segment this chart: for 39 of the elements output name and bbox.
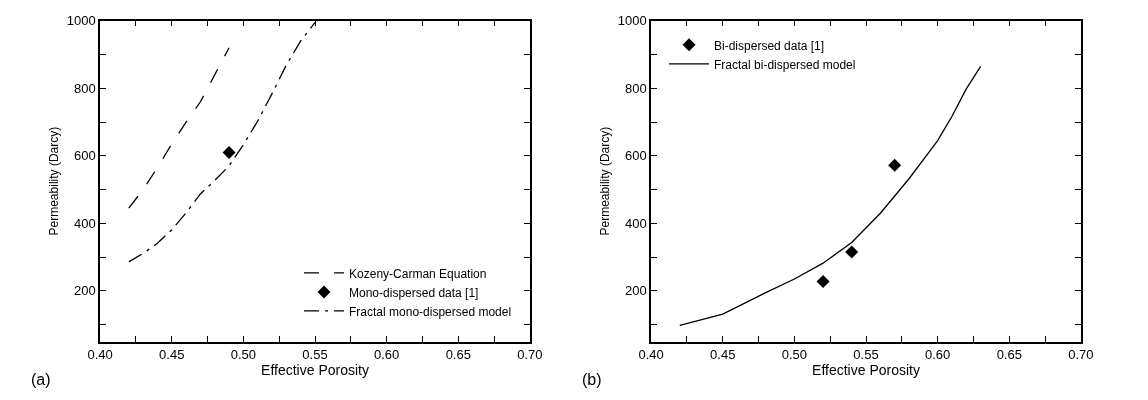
y-tick-label: 200: [74, 283, 96, 299]
x-tick-label: 0.50: [230, 346, 257, 362]
point: [845, 245, 859, 259]
y-tick-label: 200: [625, 283, 647, 299]
y-tick-label: 1000: [617, 13, 647, 29]
y-tick-label: 1000: [66, 13, 96, 29]
text: (a): [31, 371, 51, 388]
legend-label: Fractal mono-dispersed model: [349, 304, 512, 319]
x-tick-label: 0.45: [159, 346, 185, 362]
x-tick-label: 0.55: [302, 346, 328, 362]
x-tick-label: 0.60: [374, 346, 400, 362]
x-axis-title: Effective Porosity: [261, 361, 369, 378]
legend-label: Kozeny-Carman Equation: [349, 266, 487, 281]
point: [888, 158, 902, 172]
y-tick-label: 400: [74, 215, 96, 231]
y-tick-label: 600: [74, 148, 96, 164]
legend-label: Bi-dispersed data [1]: [714, 38, 825, 53]
line-series: [128, 47, 230, 209]
x-tick-label: 0.50: [781, 346, 808, 362]
x-axis-title: Effective Porosity: [812, 361, 920, 378]
y-axis-title: Permeability (Darcy): [46, 126, 61, 236]
x-tick-label: 0.40: [87, 346, 113, 362]
y-tick-label: 800: [625, 80, 647, 96]
x-tick-label: 0.55: [853, 346, 879, 362]
x-tick-label: 0.60: [925, 346, 951, 362]
x-tick-label: 0.40: [638, 346, 664, 362]
point: [816, 274, 830, 288]
x-tick-label: 0.65: [996, 346, 1022, 362]
x-tick-label: 0.45: [710, 346, 736, 362]
x-tick-label: 0.70: [1068, 346, 1094, 362]
legend-label: Mono-dispersed data [1]: [349, 285, 479, 300]
y-axis-title: Permeability (Darcy): [597, 126, 612, 236]
x-tick-label: 0.70: [517, 346, 543, 362]
x-tick-label: 0.65: [445, 346, 471, 362]
y-tick-label: 400: [625, 215, 647, 231]
legend-label: Fractal bi-dispersed model: [714, 57, 856, 72]
y-tick-label: 800: [74, 80, 96, 96]
text: (b): [582, 371, 602, 388]
y-tick-label: 600: [625, 148, 647, 164]
